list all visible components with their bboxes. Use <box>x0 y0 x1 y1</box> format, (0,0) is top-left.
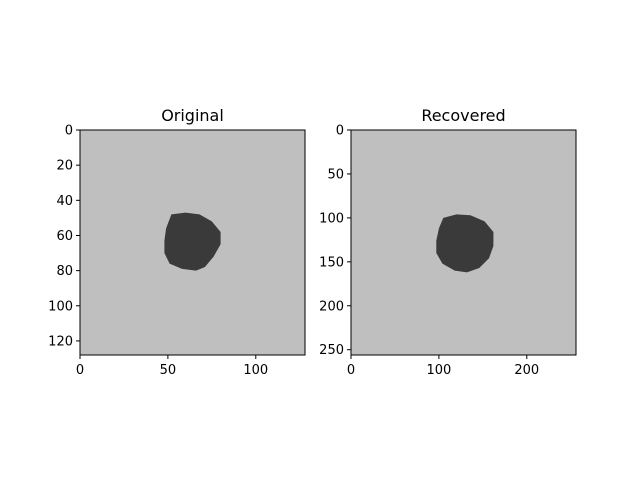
original-x-tick-label: 0 <box>76 363 84 378</box>
recovered-y-tick-label: 200 <box>319 299 344 314</box>
original-dark-blob <box>164 212 221 271</box>
recovered-y-tick-label: 150 <box>319 255 344 270</box>
recovered-y-tick-label: 250 <box>319 343 344 358</box>
original-y-tick-label: 120 <box>48 334 73 349</box>
recovered-axes-frame <box>350 129 577 356</box>
recovered-dark-blob <box>436 214 494 273</box>
original-axes-frame <box>79 129 306 356</box>
original-panel: Original 0 50 100 0 20 40 60 80 100 120 <box>48 106 306 378</box>
original-x-tick-label: 50 <box>160 363 177 378</box>
recovered-y-tick-label: 100 <box>319 211 344 226</box>
recovered-x-tick-label: 200 <box>514 363 539 378</box>
recovered-title: Recovered <box>421 106 505 125</box>
original-y-tick-label: 20 <box>56 159 73 174</box>
recovered-y-tick-label: 50 <box>327 167 344 182</box>
recovered-y-tick-label: 0 <box>336 124 344 139</box>
original-title: Original <box>161 106 224 125</box>
original-y-tick-label: 40 <box>56 194 73 209</box>
recovered-panel: Recovered 0 100 200 0 50 100 150 200 250 <box>319 106 577 378</box>
recovered-x-tick-label: 0 <box>347 363 355 378</box>
original-y-tick-label: 60 <box>56 229 73 244</box>
original-x-tick-label: 100 <box>243 363 268 378</box>
recovered-x-tick-label: 100 <box>426 363 451 378</box>
original-y-tick-label: 100 <box>48 299 73 314</box>
original-y-tick-label: 80 <box>56 264 73 279</box>
original-y-tick-label: 0 <box>65 124 73 139</box>
